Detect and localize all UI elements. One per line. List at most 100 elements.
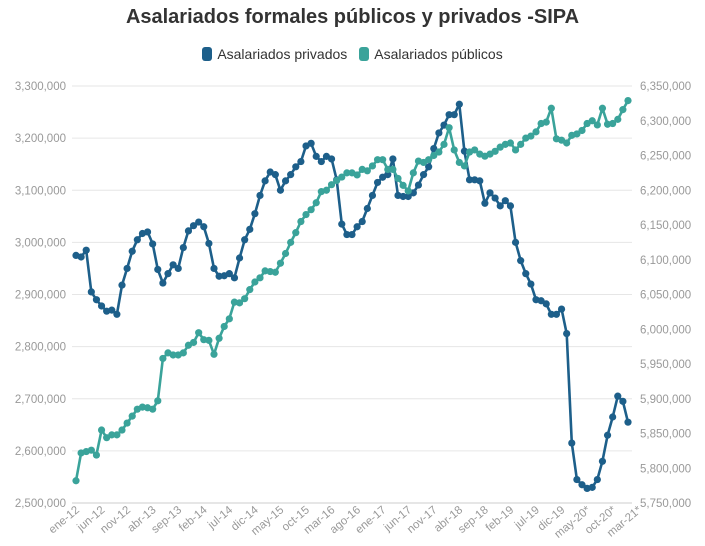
y-right-tick-label: 6,300,000 (640, 116, 691, 128)
data-point-publicos (113, 431, 121, 439)
data-point-privados (404, 192, 412, 201)
data-point-publicos (363, 167, 371, 175)
x-tick-label: feb-14 (177, 504, 210, 535)
y-right-tick-label: 5,750,000 (640, 498, 691, 510)
data-point-privados (317, 157, 325, 166)
data-point-publicos (205, 336, 213, 344)
data-point-privados (517, 257, 525, 265)
data-point-publicos (379, 156, 387, 164)
data-point-privados (97, 302, 106, 310)
legend-item-privados[interactable]: Asalariados privados (202, 46, 347, 62)
data-point-publicos (563, 139, 571, 147)
data-point-publicos (276, 259, 285, 267)
data-point-privados (174, 264, 182, 273)
data-point-publicos (471, 146, 479, 154)
data-point-publicos (271, 268, 279, 276)
data-point-publicos (394, 174, 402, 183)
data-point-privados (287, 171, 295, 179)
legend-swatch-privados (202, 47, 213, 61)
data-point-publicos (506, 139, 515, 147)
data-point-privados (593, 475, 601, 484)
data-point-publicos (517, 140, 525, 148)
data-point-publicos (123, 419, 131, 427)
data-point-privados (292, 163, 300, 171)
data-point-privados (419, 171, 428, 179)
data-point-privados (82, 246, 90, 254)
y-left-tick-label: 2,500,000 (15, 498, 66, 510)
data-point-privados (353, 223, 361, 231)
data-point-publicos (118, 426, 126, 434)
data-point-publicos (312, 199, 320, 207)
data-point-privados (373, 178, 382, 187)
y-right-tick-label: 6,250,000 (640, 151, 691, 163)
data-point-publicos (302, 210, 310, 219)
data-point-privados (241, 236, 249, 244)
data-point-privados (246, 225, 254, 233)
data-point-privados (338, 220, 346, 228)
data-point-privados (184, 227, 193, 235)
data-point-publicos (307, 206, 315, 214)
legend-swatch-publicos (359, 47, 370, 61)
data-point-privados (276, 186, 285, 194)
data-point-privados (501, 197, 509, 205)
data-point-publicos (169, 351, 177, 359)
data-point-publicos (491, 147, 499, 155)
legend-item-publicos[interactable]: Asalariados públicos (359, 46, 503, 62)
data-point-privados (133, 236, 141, 244)
legend-label-privados: Asalariados privados (217, 46, 348, 62)
y-right-tick-label: 5,850,000 (640, 429, 691, 441)
data-point-publicos (225, 315, 233, 323)
data-point-publicos (92, 451, 101, 459)
data-point-publicos (256, 274, 264, 282)
data-point-privados (598, 457, 607, 465)
data-point-privados (609, 413, 617, 421)
y-right-tick-label: 6,000,000 (640, 324, 691, 336)
data-point-publicos (343, 169, 351, 177)
data-point-publicos (624, 96, 632, 105)
data-point-publicos (251, 278, 259, 286)
data-point-publicos (588, 117, 596, 125)
data-point-publicos (72, 477, 80, 485)
data-point-privados (363, 204, 371, 213)
data-point-privados (348, 230, 356, 239)
data-point-publicos (450, 146, 458, 154)
data-point-privados (465, 176, 474, 184)
data-point-publicos (287, 238, 295, 246)
data-point-privados (343, 230, 351, 239)
data-point-privados (281, 177, 290, 185)
data-point-privados (522, 270, 530, 278)
data-point-privados (195, 218, 203, 226)
data-point-privados (563, 329, 571, 338)
data-point-publicos (598, 104, 607, 112)
x-tick-label: feb-19 (484, 504, 517, 534)
data-point-privados (143, 228, 152, 236)
data-point-publicos (210, 350, 218, 358)
data-point-publicos (322, 186, 331, 194)
chart-title: Asalariados formales públicos y privados… (125, 6, 580, 28)
data-point-publicos (235, 299, 244, 307)
data-point-publicos (578, 126, 586, 135)
data-point-privados (225, 270, 233, 278)
data-point-publicos (215, 334, 223, 342)
data-point-privados (491, 194, 499, 202)
data-point-privados (87, 288, 95, 296)
data-point-privados (358, 217, 366, 226)
data-point-privados (261, 177, 269, 185)
data-point-privados (235, 254, 244, 262)
y-left-tick-label: 3,200,000 (15, 133, 66, 145)
data-point-publicos (246, 286, 254, 294)
data-point-privados (547, 310, 555, 318)
data-point-publicos (532, 128, 540, 136)
data-point-privados (614, 392, 622, 400)
data-point-privados (205, 239, 213, 248)
y-left-tick-label: 2,600,000 (15, 446, 66, 458)
data-point-privados (179, 243, 187, 252)
data-point-publicos (445, 124, 453, 132)
data-point-privados (481, 199, 489, 207)
data-point-privados (307, 139, 315, 147)
data-point-privados (118, 281, 126, 289)
data-point-publicos (353, 171, 361, 179)
data-point-publicos (87, 446, 95, 454)
data-point-privados (200, 223, 208, 231)
